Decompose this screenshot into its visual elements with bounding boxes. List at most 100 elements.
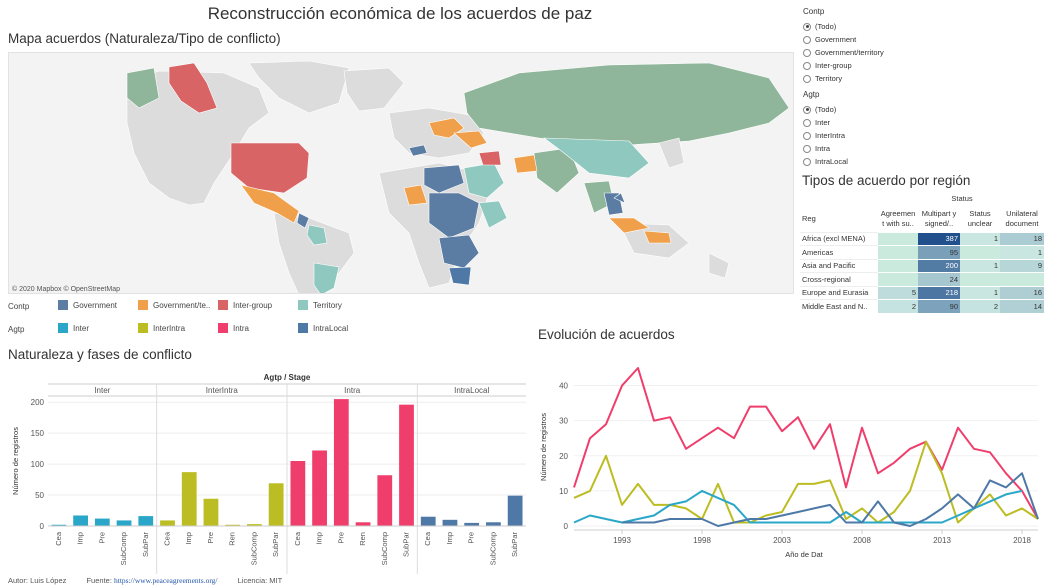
table-cell: 18 <box>1000 231 1044 246</box>
contp-option-territory[interactable]: Territory <box>803 72 1043 85</box>
panel-label: InterIntra <box>206 386 239 395</box>
series-line <box>573 367 1039 520</box>
footer: Autor: Luis López Fuente: https://www.pe… <box>8 576 282 585</box>
table-cell: 387 <box>918 231 960 246</box>
x-tick-label: Ren <box>358 532 367 546</box>
table-cell: 24 <box>918 272 960 286</box>
table-cell <box>878 245 918 259</box>
table-cell: 1 <box>1000 245 1044 259</box>
x-tick-label: SubPar <box>401 532 410 558</box>
table-cell <box>878 272 918 286</box>
bar <box>399 404 414 526</box>
agtp-option-inter[interactable]: Inter <box>803 116 1043 129</box>
legend-item-government[interactable]: Government <box>58 300 117 310</box>
table-cell: 2 <box>960 299 1000 313</box>
x-tick-label: Cea <box>423 531 432 546</box>
table-row[interactable]: Cross-regional 24 <box>800 272 1044 286</box>
table-cell: 1 <box>960 231 1000 246</box>
legend-item-intra[interactable]: Intra <box>218 323 249 333</box>
bar <box>116 520 132 526</box>
contp-option-inter-group[interactable]: Inter-group <box>803 59 1043 72</box>
radio-icon <box>803 74 811 83</box>
line-chart[interactable]: 0 10 20 30 40 1993 1998 2003 2008 2013 2018 Año de … <box>534 348 1044 568</box>
x-axis-label: Año de Dat <box>785 550 823 559</box>
legend-item-territory[interactable]: Territory <box>298 300 342 310</box>
agtp-filter-title: Agtp <box>803 90 820 99</box>
contp-option-all[interactable]: (Todo) <box>803 20 1043 33</box>
table-row[interactable]: Asia and Pacific 200 1 9 <box>800 258 1044 273</box>
bar <box>73 515 88 526</box>
x-tick-label: 1993 <box>613 536 631 545</box>
x-tick-label: Imp <box>445 532 454 545</box>
legend-item-inter-group[interactable]: Inter-group <box>218 300 272 310</box>
table-row[interactable]: Americas 95 1 <box>800 245 1044 259</box>
legend-item-interintra[interactable]: InterIntra <box>138 323 185 333</box>
table-cell: 90 <box>918 299 960 313</box>
row-label: Cross-regional <box>800 272 878 286</box>
bar <box>138 516 154 526</box>
x-tick-label: SubComp <box>249 532 258 565</box>
radio-icon <box>803 131 811 140</box>
world-map[interactable]: © 2020 Mapbox © OpenStreetMap <box>8 52 794 294</box>
bar <box>160 520 175 526</box>
region-table-title: Tipos de acuerdo por región <box>802 173 971 188</box>
x-tick-label: SubPar <box>271 532 280 558</box>
series-line <box>573 440 1039 524</box>
agtp-option-intra[interactable]: Intra <box>803 142 1043 155</box>
contp-filter-title: Contp <box>803 7 825 16</box>
table-cell: 16 <box>1000 285 1044 300</box>
x-tick-label: Pre <box>467 532 476 544</box>
bar <box>94 518 110 526</box>
x-tick-label: Pre <box>97 532 106 544</box>
y-tick-label: 100 <box>31 460 45 469</box>
x-tick-label: Cea <box>162 531 171 546</box>
status-header: Status <box>951 194 973 203</box>
col-header: Unilateral document <box>1005 208 1039 228</box>
row-header: Reg <box>802 214 816 224</box>
y-tick-label: 50 <box>35 491 44 500</box>
radio-icon <box>803 118 811 127</box>
x-tick-label: Cea <box>54 531 63 546</box>
table-cell <box>1000 272 1044 286</box>
agtp-option-interintra[interactable]: InterIntra <box>803 129 1043 142</box>
legend-agtp-label: Agtp <box>8 325 25 334</box>
table-row[interactable]: Europe and Eurasia 5 218 1 16 <box>800 285 1044 300</box>
x-tick-label: 1998 <box>693 536 711 545</box>
col-header: Status unclear <box>967 208 993 228</box>
agtp-option-all[interactable]: (Todo) <box>803 103 1043 116</box>
table-cell: 9 <box>1000 258 1044 273</box>
bar <box>203 498 219 526</box>
line-chart-svg: 0 10 20 30 40 1993 1998 2003 2008 2013 2018 Año de … <box>539 367 1039 559</box>
x-tick-label: SubComp <box>488 532 497 565</box>
x-tick-label: Pre <box>206 532 215 544</box>
col-header: Agreemen t with su.. <box>880 208 916 228</box>
y-axis-label: Número de registros <box>539 413 548 481</box>
legend-item-government-territory[interactable]: Government/te.. <box>138 300 210 310</box>
legend-item-inter[interactable]: Inter <box>58 323 89 333</box>
bar <box>507 495 523 526</box>
radio-icon <box>803 157 811 166</box>
footer-source-link[interactable]: https://www.peaceagreements.org/ <box>114 576 218 585</box>
agtp-option-intralocal[interactable]: IntraLocal <box>803 155 1043 168</box>
panel-label: Inter <box>94 386 110 395</box>
bar <box>51 524 67 526</box>
legend: Contp Government Government/te.. Inter-g… <box>8 300 794 334</box>
table-row[interactable]: Africa (excl MENA) 387 1 18 <box>800 231 1044 246</box>
y-tick-label: 20 <box>559 452 568 461</box>
bar <box>486 522 501 526</box>
bar-chart[interactable]: Agtp / Stage 0 50 100 150 200 Número de regist… <box>4 366 530 576</box>
contp-filter: Contp (Todo) Government Government/terri… <box>803 7 1043 85</box>
contp-option-government[interactable]: Government <box>803 33 1043 46</box>
bar <box>355 522 371 526</box>
x-tick-label: Pre <box>336 532 345 544</box>
radio-icon <box>803 61 811 70</box>
series-line <box>622 472 1039 527</box>
map-title: Mapa acuerdos (Naturaleza/Tipo de confli… <box>8 31 281 46</box>
x-tick-label: Imp <box>76 532 85 545</box>
table-cell: 1 <box>960 285 1000 300</box>
bar <box>464 522 480 526</box>
contp-option-government-territory[interactable]: Government/territory <box>803 46 1043 59</box>
bar-chart-svg: Agtp / Stage 0 50 100 150 200 Número de regist… <box>11 373 526 574</box>
table-row[interactable]: Middle East and N.. 2 90 2 14 <box>800 299 1044 313</box>
legend-item-intralocal[interactable]: IntraLocal <box>298 323 348 333</box>
